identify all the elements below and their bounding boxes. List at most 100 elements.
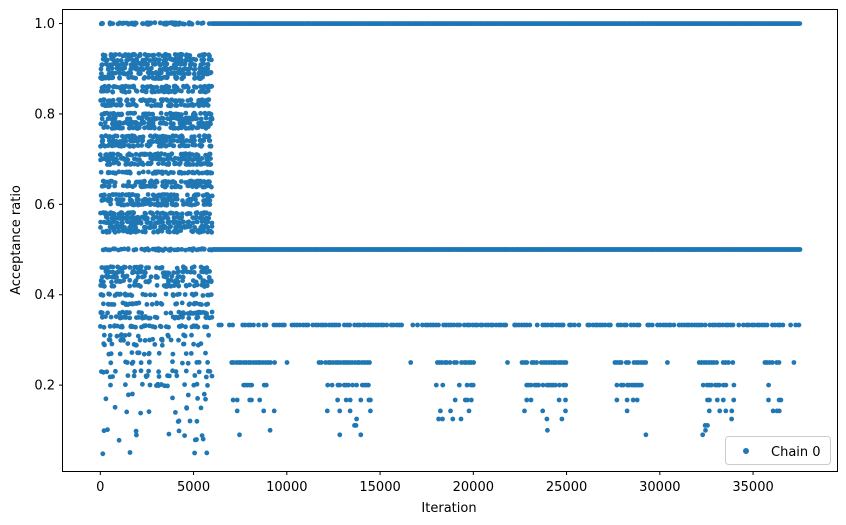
data-point <box>343 397 349 403</box>
data-point <box>717 408 723 414</box>
legend-box <box>725 436 831 465</box>
legend-label: Chain 0 <box>771 445 821 460</box>
data-point <box>125 219 130 225</box>
data-point <box>182 143 188 149</box>
data-point <box>194 418 200 424</box>
data-point <box>147 382 153 388</box>
data-point <box>150 216 156 222</box>
data-point <box>108 52 114 57</box>
data-point <box>193 57 199 63</box>
data-point <box>104 179 110 185</box>
data-point <box>183 283 189 288</box>
data-point <box>614 382 620 388</box>
data-point <box>106 220 112 225</box>
y-tick-label: 1.0 <box>34 17 55 32</box>
data-point <box>467 322 472 328</box>
data-point <box>158 110 164 116</box>
data-point <box>168 337 174 343</box>
data-point <box>420 322 425 328</box>
data-point <box>170 395 175 401</box>
data-point <box>101 125 107 130</box>
data-point <box>152 169 158 175</box>
data-point <box>126 179 132 185</box>
data-point <box>205 193 210 199</box>
data-point <box>133 278 139 284</box>
data-point <box>173 21 179 27</box>
data-point <box>127 315 133 321</box>
data-point <box>179 124 185 130</box>
data-point <box>457 322 463 328</box>
data-point <box>234 397 240 403</box>
data-point <box>153 156 159 162</box>
data-point <box>120 183 126 189</box>
data-point <box>751 322 757 328</box>
data-point <box>206 138 212 144</box>
data-point <box>176 337 181 343</box>
data-point <box>194 323 199 329</box>
data-point <box>110 116 115 121</box>
data-point <box>118 224 124 230</box>
data-point <box>172 52 178 57</box>
data-point <box>196 133 202 139</box>
data-point <box>150 139 156 145</box>
data-point <box>181 341 187 347</box>
data-point <box>185 192 190 198</box>
data-point <box>207 202 213 208</box>
data-point <box>200 293 206 298</box>
data-point <box>100 134 105 140</box>
data-point <box>479 322 485 328</box>
data-point <box>116 437 122 443</box>
data-point <box>178 170 184 175</box>
data-point <box>203 112 209 117</box>
data-point <box>131 282 137 288</box>
data-point <box>148 183 154 189</box>
data-point <box>122 71 128 77</box>
data-point <box>199 52 205 58</box>
data-point <box>123 274 129 280</box>
data-point <box>536 382 541 388</box>
x-axis-ticks: 0 5000 10000 15000 20000 25000 30000 35000 <box>96 471 774 495</box>
data-point <box>346 382 351 388</box>
legend-marker <box>743 448 749 454</box>
data-point <box>136 170 142 176</box>
data-point <box>105 170 111 176</box>
data-point <box>124 409 130 415</box>
data-point <box>134 58 140 63</box>
data-point <box>121 264 127 270</box>
data-point <box>101 301 106 307</box>
data-point <box>156 143 162 149</box>
data-point <box>147 202 153 208</box>
data-point <box>157 76 163 81</box>
data-point <box>791 360 797 365</box>
data-point <box>126 192 131 198</box>
data-point <box>189 61 195 67</box>
data-point <box>208 278 214 284</box>
data-point <box>797 247 803 252</box>
data-point <box>587 322 592 328</box>
data-point <box>134 88 140 94</box>
data-point <box>741 322 746 328</box>
y-tick-label: 0.4 <box>34 288 55 303</box>
data-point <box>140 57 146 63</box>
data-point <box>183 324 188 330</box>
data-point <box>128 70 134 76</box>
data-point <box>191 292 197 298</box>
data-point <box>166 162 172 167</box>
data-point <box>636 322 642 328</box>
data-point <box>707 397 712 403</box>
data-point <box>180 269 186 275</box>
data-point <box>154 179 160 185</box>
data-point <box>160 61 166 66</box>
data-point <box>200 436 206 442</box>
data-point <box>464 397 470 403</box>
data-point <box>99 274 105 280</box>
data-point <box>118 112 124 117</box>
data-point <box>107 138 112 144</box>
data-point <box>145 160 151 166</box>
data-point <box>133 342 139 348</box>
data-point <box>131 247 137 253</box>
data-point <box>185 392 191 398</box>
data-point <box>161 21 167 27</box>
data-point <box>135 350 141 356</box>
data-point <box>186 211 191 216</box>
